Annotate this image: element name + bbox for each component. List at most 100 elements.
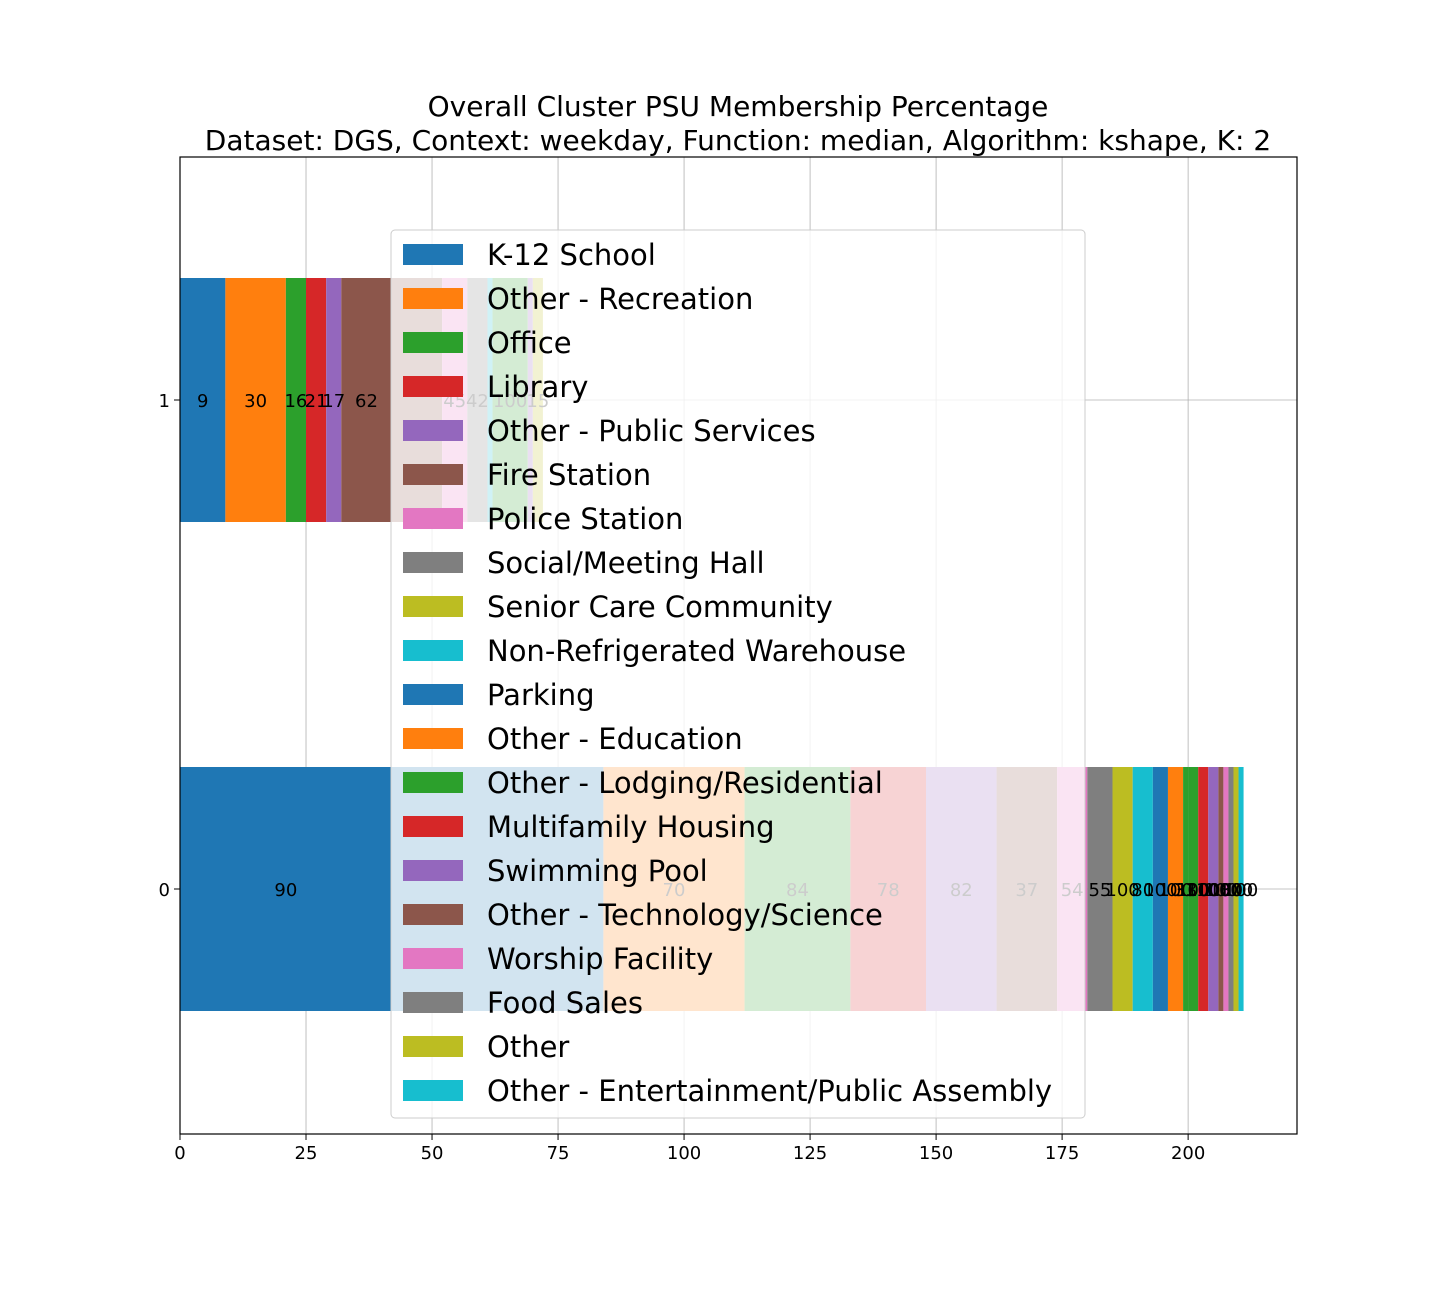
legend-swatch bbox=[403, 992, 463, 1013]
legend-swatch bbox=[403, 1080, 463, 1101]
bar-value-label: 100 bbox=[1219, 880, 1253, 901]
bar-value-label: 21 bbox=[305, 391, 328, 412]
bar-segment bbox=[1087, 767, 1113, 1011]
bar-value-label: 100 bbox=[1224, 880, 1258, 901]
bar-value-label: 9 bbox=[197, 391, 208, 412]
bar-segment bbox=[306, 278, 327, 522]
legend-label: Other - Entertainment/Public Assembly bbox=[487, 1074, 1052, 1108]
bar-segment bbox=[1132, 767, 1153, 1011]
bar-value-label: 33 bbox=[1174, 880, 1197, 901]
bar-value-label: 100 bbox=[1105, 880, 1139, 901]
legend-label: Food Sales bbox=[487, 986, 643, 1020]
x-tick-label: 175 bbox=[1045, 1143, 1079, 1164]
bar-value-label: 100 bbox=[1186, 880, 1220, 901]
legend-label: Multifamily Housing bbox=[487, 810, 775, 844]
legend-swatch bbox=[403, 816, 463, 837]
bar-value-label: 100 bbox=[1158, 880, 1192, 901]
legend-swatch bbox=[403, 288, 463, 309]
bar-value-label: 16 bbox=[284, 391, 307, 412]
legend-swatch bbox=[403, 244, 463, 265]
y-tick-label: 1 bbox=[159, 391, 170, 412]
x-tick-label: 200 bbox=[1171, 1143, 1205, 1164]
legend-swatch bbox=[403, 552, 463, 573]
legend: K-12 School Other - Recreation Office Libra… bbox=[390, 229, 1086, 1119]
legend-swatch bbox=[403, 728, 463, 749]
legend-label: Fire Station bbox=[487, 458, 651, 492]
bar-value-label: 55 bbox=[1088, 880, 1111, 901]
legend-swatch bbox=[403, 420, 463, 441]
bar-segment bbox=[341, 278, 392, 522]
legend-label: Library bbox=[487, 370, 588, 404]
legend-label: Non-Refrigerated Warehouse bbox=[487, 634, 906, 668]
bar-segment bbox=[1223, 767, 1229, 1011]
legend-label: Worship Facility bbox=[487, 942, 713, 976]
bar-value-label: 100 bbox=[1204, 880, 1238, 901]
legend-label: Other - Lodging/Residential bbox=[487, 766, 883, 800]
bar-segment bbox=[1218, 767, 1224, 1011]
bar-segment bbox=[1167, 767, 1184, 1011]
bar-segment bbox=[1198, 767, 1209, 1011]
x-tick-label: 0 bbox=[174, 1143, 185, 1164]
bar-segment bbox=[1183, 767, 1189, 1011]
legend-swatch bbox=[403, 860, 463, 881]
bar-value-label: 17 bbox=[322, 391, 345, 412]
bar-value-label: 80 bbox=[1220, 880, 1243, 901]
legend-label: Other - Recreation bbox=[487, 282, 753, 316]
bar-value-label: 80 bbox=[1131, 880, 1154, 901]
bar-segment bbox=[1208, 767, 1219, 1011]
legend-swatch bbox=[403, 904, 463, 925]
bar-segment bbox=[180, 767, 392, 1011]
bar-segment bbox=[180, 278, 226, 522]
legend-swatch bbox=[403, 596, 463, 617]
x-tick-label: 50 bbox=[421, 1143, 444, 1164]
bar-value-label: 100 bbox=[1209, 880, 1243, 901]
legend-swatch bbox=[403, 508, 463, 529]
x-tick-label: 150 bbox=[919, 1143, 953, 1164]
bar-segment bbox=[1228, 767, 1234, 1011]
legend-label: Social/Meeting Hall bbox=[487, 546, 765, 580]
bar-segment bbox=[1152, 767, 1168, 1011]
y-tick-label: 0 bbox=[159, 880, 170, 901]
bar-segment bbox=[1233, 767, 1239, 1011]
bar-segment bbox=[326, 278, 342, 522]
bar-value-label: 62 bbox=[355, 391, 378, 412]
bar-segment bbox=[1112, 767, 1133, 1011]
bar-segment bbox=[225, 278, 286, 522]
legend-swatch bbox=[403, 948, 463, 969]
x-tick-label: 75 bbox=[547, 1143, 570, 1164]
legend-label: Other bbox=[487, 1030, 569, 1064]
legend-label: Office bbox=[487, 326, 572, 360]
legend-label: Other - Technology/Science bbox=[487, 898, 883, 932]
legend-swatch bbox=[403, 640, 463, 661]
x-tick-label: 100 bbox=[667, 1143, 701, 1164]
x-tick-label: 125 bbox=[793, 1143, 827, 1164]
legend-label: Swimming Pool bbox=[487, 854, 708, 888]
plot-frame bbox=[179, 156, 1298, 1135]
legend-label: Parking bbox=[487, 678, 595, 712]
legend-swatch bbox=[403, 464, 463, 485]
bar-value-label: 100 bbox=[1176, 880, 1210, 901]
legend-swatch bbox=[403, 376, 463, 397]
legend-swatch bbox=[403, 332, 463, 353]
legend-label: Other - Education bbox=[487, 722, 743, 756]
bar-value-label: 90 bbox=[274, 880, 297, 901]
legend-swatch bbox=[403, 1036, 463, 1057]
legend-label: Senior Care Community bbox=[487, 590, 833, 624]
legend-label: K-12 School bbox=[487, 238, 656, 272]
bar-segment bbox=[285, 278, 307, 522]
chart-title: Overall Cluster PSU Membership Percentag… bbox=[428, 90, 1049, 123]
chart-subtitle: Dataset: DGS, Context: weekday, Function… bbox=[205, 124, 1271, 157]
bar-value-label: 100 bbox=[1196, 880, 1230, 901]
legend-label: Other - Public Services bbox=[487, 414, 816, 448]
bar-segment bbox=[1188, 767, 1199, 1011]
bar-value-label: 30 bbox=[244, 391, 267, 412]
bar-segment bbox=[1238, 767, 1244, 1011]
axis-ticks: 0 25 50 75 100 125 150 175 200 0 1 bbox=[159, 391, 1206, 1164]
legend-swatch bbox=[403, 772, 463, 793]
legend-box bbox=[390, 229, 1086, 1119]
legend-swatch bbox=[403, 684, 463, 705]
legend-label: Police Station bbox=[487, 502, 683, 536]
bar-value-label: 100 bbox=[1143, 880, 1177, 901]
